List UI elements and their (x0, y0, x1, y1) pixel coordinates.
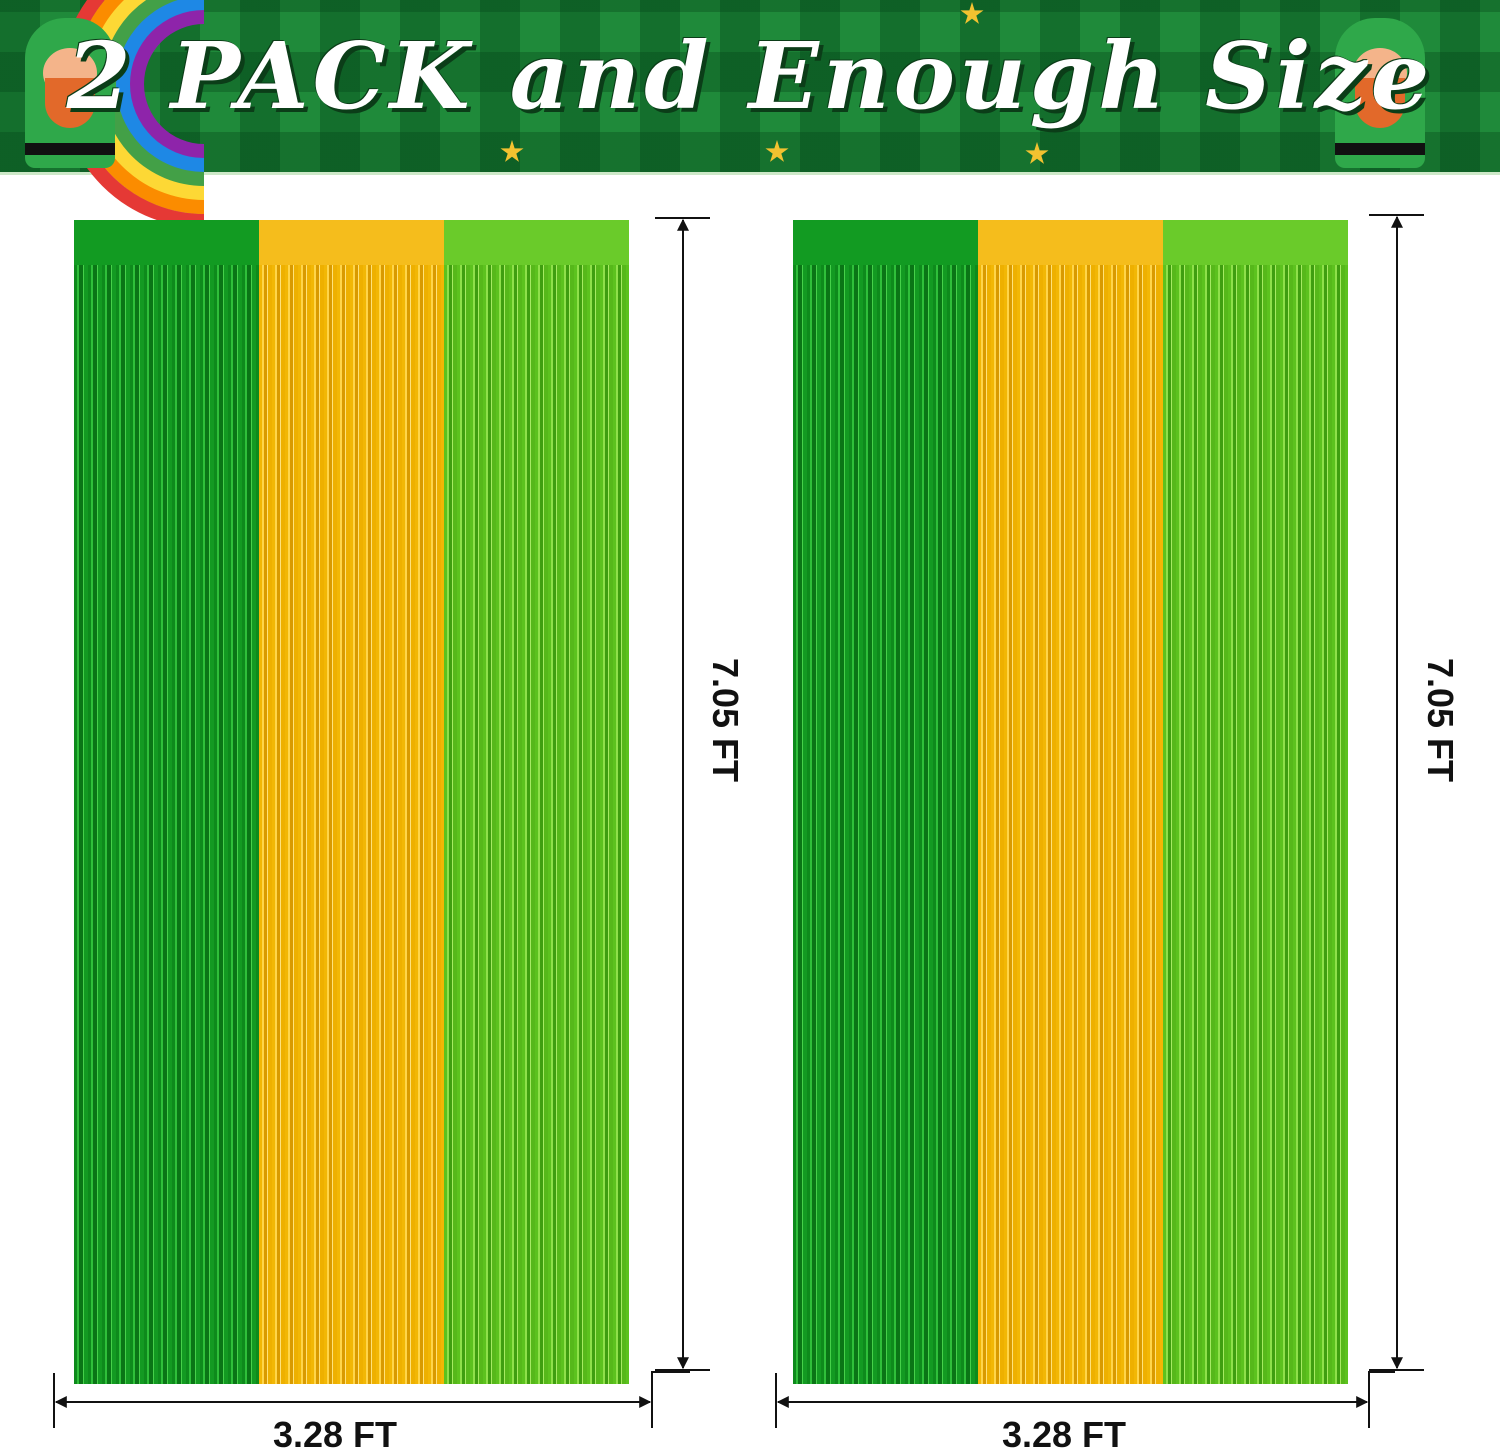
leprechaun-graphic-right (1335, 18, 1425, 168)
curtain-strip-gold (259, 220, 444, 1384)
curtain-2 (793, 220, 1348, 1384)
banner: 2 PACK and Enough Size (0, 0, 1500, 228)
curtain-strip-gold (978, 220, 1163, 1384)
height-label: 7.05 FT (705, 657, 746, 783)
curtain-strip-green (74, 220, 259, 1384)
curtain-strip-lime (1163, 220, 1348, 1384)
curtain-strip-lime (444, 220, 629, 1384)
height-label: 7.05 FT (1420, 657, 1461, 783)
curtain-1 (74, 220, 629, 1384)
curtain-strip-green (793, 220, 978, 1384)
leprechaun-graphic-left (25, 18, 115, 168)
banner-title: 2 PACK and Enough Size (66, 22, 1434, 130)
width-label: 3.28 FT (272, 1414, 398, 1455)
width-label: 3.28 FT (1001, 1414, 1127, 1455)
